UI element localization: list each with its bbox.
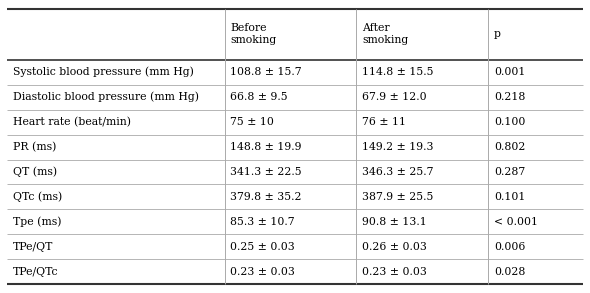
Text: Before
smoking: Before smoking (231, 23, 277, 45)
Text: TPe/QT: TPe/QT (13, 242, 53, 252)
Text: 85.3 ± 10.7: 85.3 ± 10.7 (231, 217, 295, 227)
Text: 387.9 ± 25.5: 387.9 ± 25.5 (362, 192, 434, 202)
Text: 341.3 ± 22.5: 341.3 ± 22.5 (231, 167, 302, 177)
Text: 0.802: 0.802 (494, 142, 525, 152)
Text: 379.8 ± 35.2: 379.8 ± 35.2 (231, 192, 302, 202)
Text: 0.006: 0.006 (494, 242, 525, 252)
Text: Heart rate (beat/min): Heart rate (beat/min) (13, 117, 131, 127)
Text: 149.2 ± 19.3: 149.2 ± 19.3 (362, 142, 434, 152)
Text: 0.23 ± 0.03: 0.23 ± 0.03 (362, 267, 427, 277)
Text: 0.218: 0.218 (494, 92, 525, 102)
Text: 114.8 ± 15.5: 114.8 ± 15.5 (362, 67, 434, 77)
Text: < 0.001: < 0.001 (494, 217, 538, 227)
Text: QT (ms): QT (ms) (13, 167, 57, 177)
Text: 0.100: 0.100 (494, 117, 525, 127)
Text: 76 ± 11: 76 ± 11 (362, 117, 406, 127)
Text: 67.9 ± 12.0: 67.9 ± 12.0 (362, 92, 427, 102)
Text: 0.001: 0.001 (494, 67, 525, 77)
Text: Diastolic blood pressure (mm Hg): Diastolic blood pressure (mm Hg) (13, 92, 199, 103)
Text: After
smoking: After smoking (362, 23, 408, 45)
Text: p: p (494, 29, 501, 39)
Text: 90.8 ± 13.1: 90.8 ± 13.1 (362, 217, 427, 227)
Text: 66.8 ± 9.5: 66.8 ± 9.5 (231, 92, 288, 102)
Text: QTc (ms): QTc (ms) (13, 192, 62, 202)
Text: 75 ± 10: 75 ± 10 (231, 117, 274, 127)
Text: 108.8 ± 15.7: 108.8 ± 15.7 (231, 67, 302, 77)
Text: 0.25 ± 0.03: 0.25 ± 0.03 (231, 242, 295, 252)
Text: Tpe (ms): Tpe (ms) (13, 217, 61, 227)
Text: 0.23 ± 0.03: 0.23 ± 0.03 (231, 267, 296, 277)
Text: 0.26 ± 0.03: 0.26 ± 0.03 (362, 242, 427, 252)
Text: 0.028: 0.028 (494, 267, 525, 277)
Text: 346.3 ± 25.7: 346.3 ± 25.7 (362, 167, 434, 177)
Text: 0.101: 0.101 (494, 192, 525, 202)
Text: PR (ms): PR (ms) (13, 142, 57, 152)
Text: 148.8 ± 19.9: 148.8 ± 19.9 (231, 142, 302, 152)
Text: 0.287: 0.287 (494, 167, 525, 177)
Text: TPe/QTc: TPe/QTc (13, 267, 58, 277)
Text: Systolic blood pressure (mm Hg): Systolic blood pressure (mm Hg) (13, 67, 194, 77)
